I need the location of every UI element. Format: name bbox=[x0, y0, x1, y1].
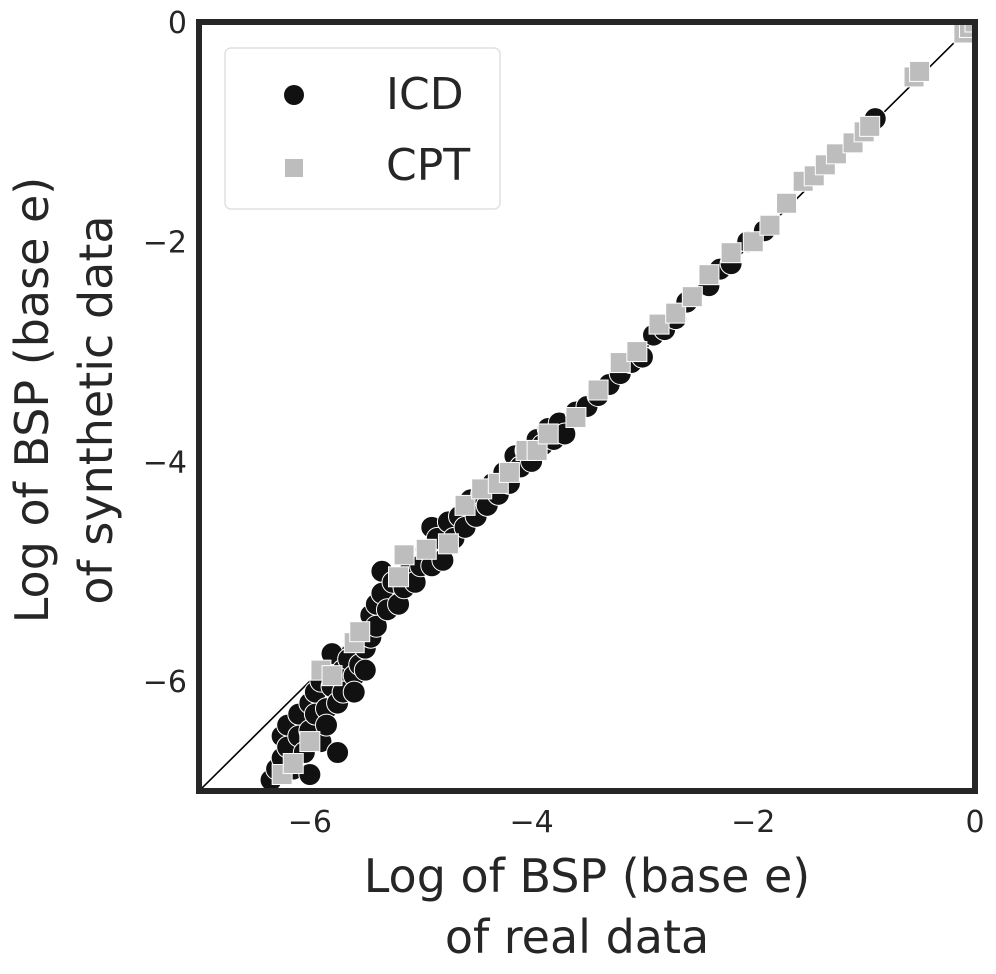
cpt-point bbox=[415, 538, 437, 560]
cpt-point bbox=[909, 60, 931, 82]
points-layer bbox=[199, 22, 975, 791]
cpt-point bbox=[720, 242, 742, 264]
y-axis-label-line-2: of synthetic data bbox=[69, 215, 123, 604]
y-tick-label: −4 bbox=[143, 445, 187, 480]
cpt-point bbox=[681, 286, 703, 308]
icd-point bbox=[342, 680, 366, 704]
icd-point bbox=[326, 741, 350, 765]
y-tick-label: −6 bbox=[143, 665, 187, 700]
cpt-point bbox=[742, 231, 764, 253]
legend-icd-marker bbox=[284, 85, 304, 105]
cpt-point bbox=[282, 753, 304, 775]
x-axis-label-line-2: of real data bbox=[445, 910, 709, 964]
x-tick-label: −4 bbox=[509, 805, 553, 840]
cpt-point bbox=[526, 439, 548, 461]
cpt-point bbox=[665, 302, 687, 324]
y-axis-label-line-1: Log of BSP (base e) bbox=[5, 177, 59, 624]
x-tick-label: −2 bbox=[731, 805, 775, 840]
legend-icd-label: ICD bbox=[386, 69, 464, 120]
icd-point bbox=[298, 763, 322, 787]
plot-frame bbox=[196, 19, 978, 794]
y-tick-label: 0 bbox=[168, 6, 187, 41]
x-tick-label: −6 bbox=[288, 805, 332, 840]
cpt-point bbox=[388, 566, 410, 588]
x-tick-label: 0 bbox=[965, 805, 984, 840]
cpt-point bbox=[565, 406, 587, 428]
cpt-point bbox=[626, 341, 648, 363]
cpt-point bbox=[498, 461, 520, 483]
cpt-point bbox=[321, 665, 343, 687]
tick-labels: −6 −4 −2 0 0 −2 −4 −6 bbox=[143, 6, 985, 840]
legend-cpt-label: CPT bbox=[386, 140, 470, 191]
cpt-point bbox=[825, 143, 847, 165]
cpt-point bbox=[759, 214, 781, 236]
legend: ICD CPT bbox=[224, 47, 501, 210]
cpt-point bbox=[454, 494, 476, 516]
cpt-point bbox=[609, 352, 631, 374]
cpt-point bbox=[537, 423, 559, 445]
icd-point bbox=[353, 658, 377, 682]
cpt-point bbox=[299, 731, 321, 753]
x-axis-label-line-1: Log of BSP (base e) bbox=[364, 849, 811, 903]
cpt-point bbox=[349, 621, 371, 643]
cpt-point bbox=[648, 313, 670, 335]
cpt-point bbox=[776, 192, 798, 214]
legend-cpt-marker bbox=[285, 159, 303, 177]
cpt-point bbox=[393, 544, 415, 566]
cpt-point bbox=[437, 533, 459, 555]
cpt-point bbox=[698, 264, 720, 286]
icd-point bbox=[314, 713, 338, 737]
cpt-point bbox=[964, 22, 975, 33]
y-tick-label: −2 bbox=[143, 226, 187, 261]
cpt-point bbox=[587, 379, 609, 401]
cpt-point bbox=[859, 115, 881, 137]
